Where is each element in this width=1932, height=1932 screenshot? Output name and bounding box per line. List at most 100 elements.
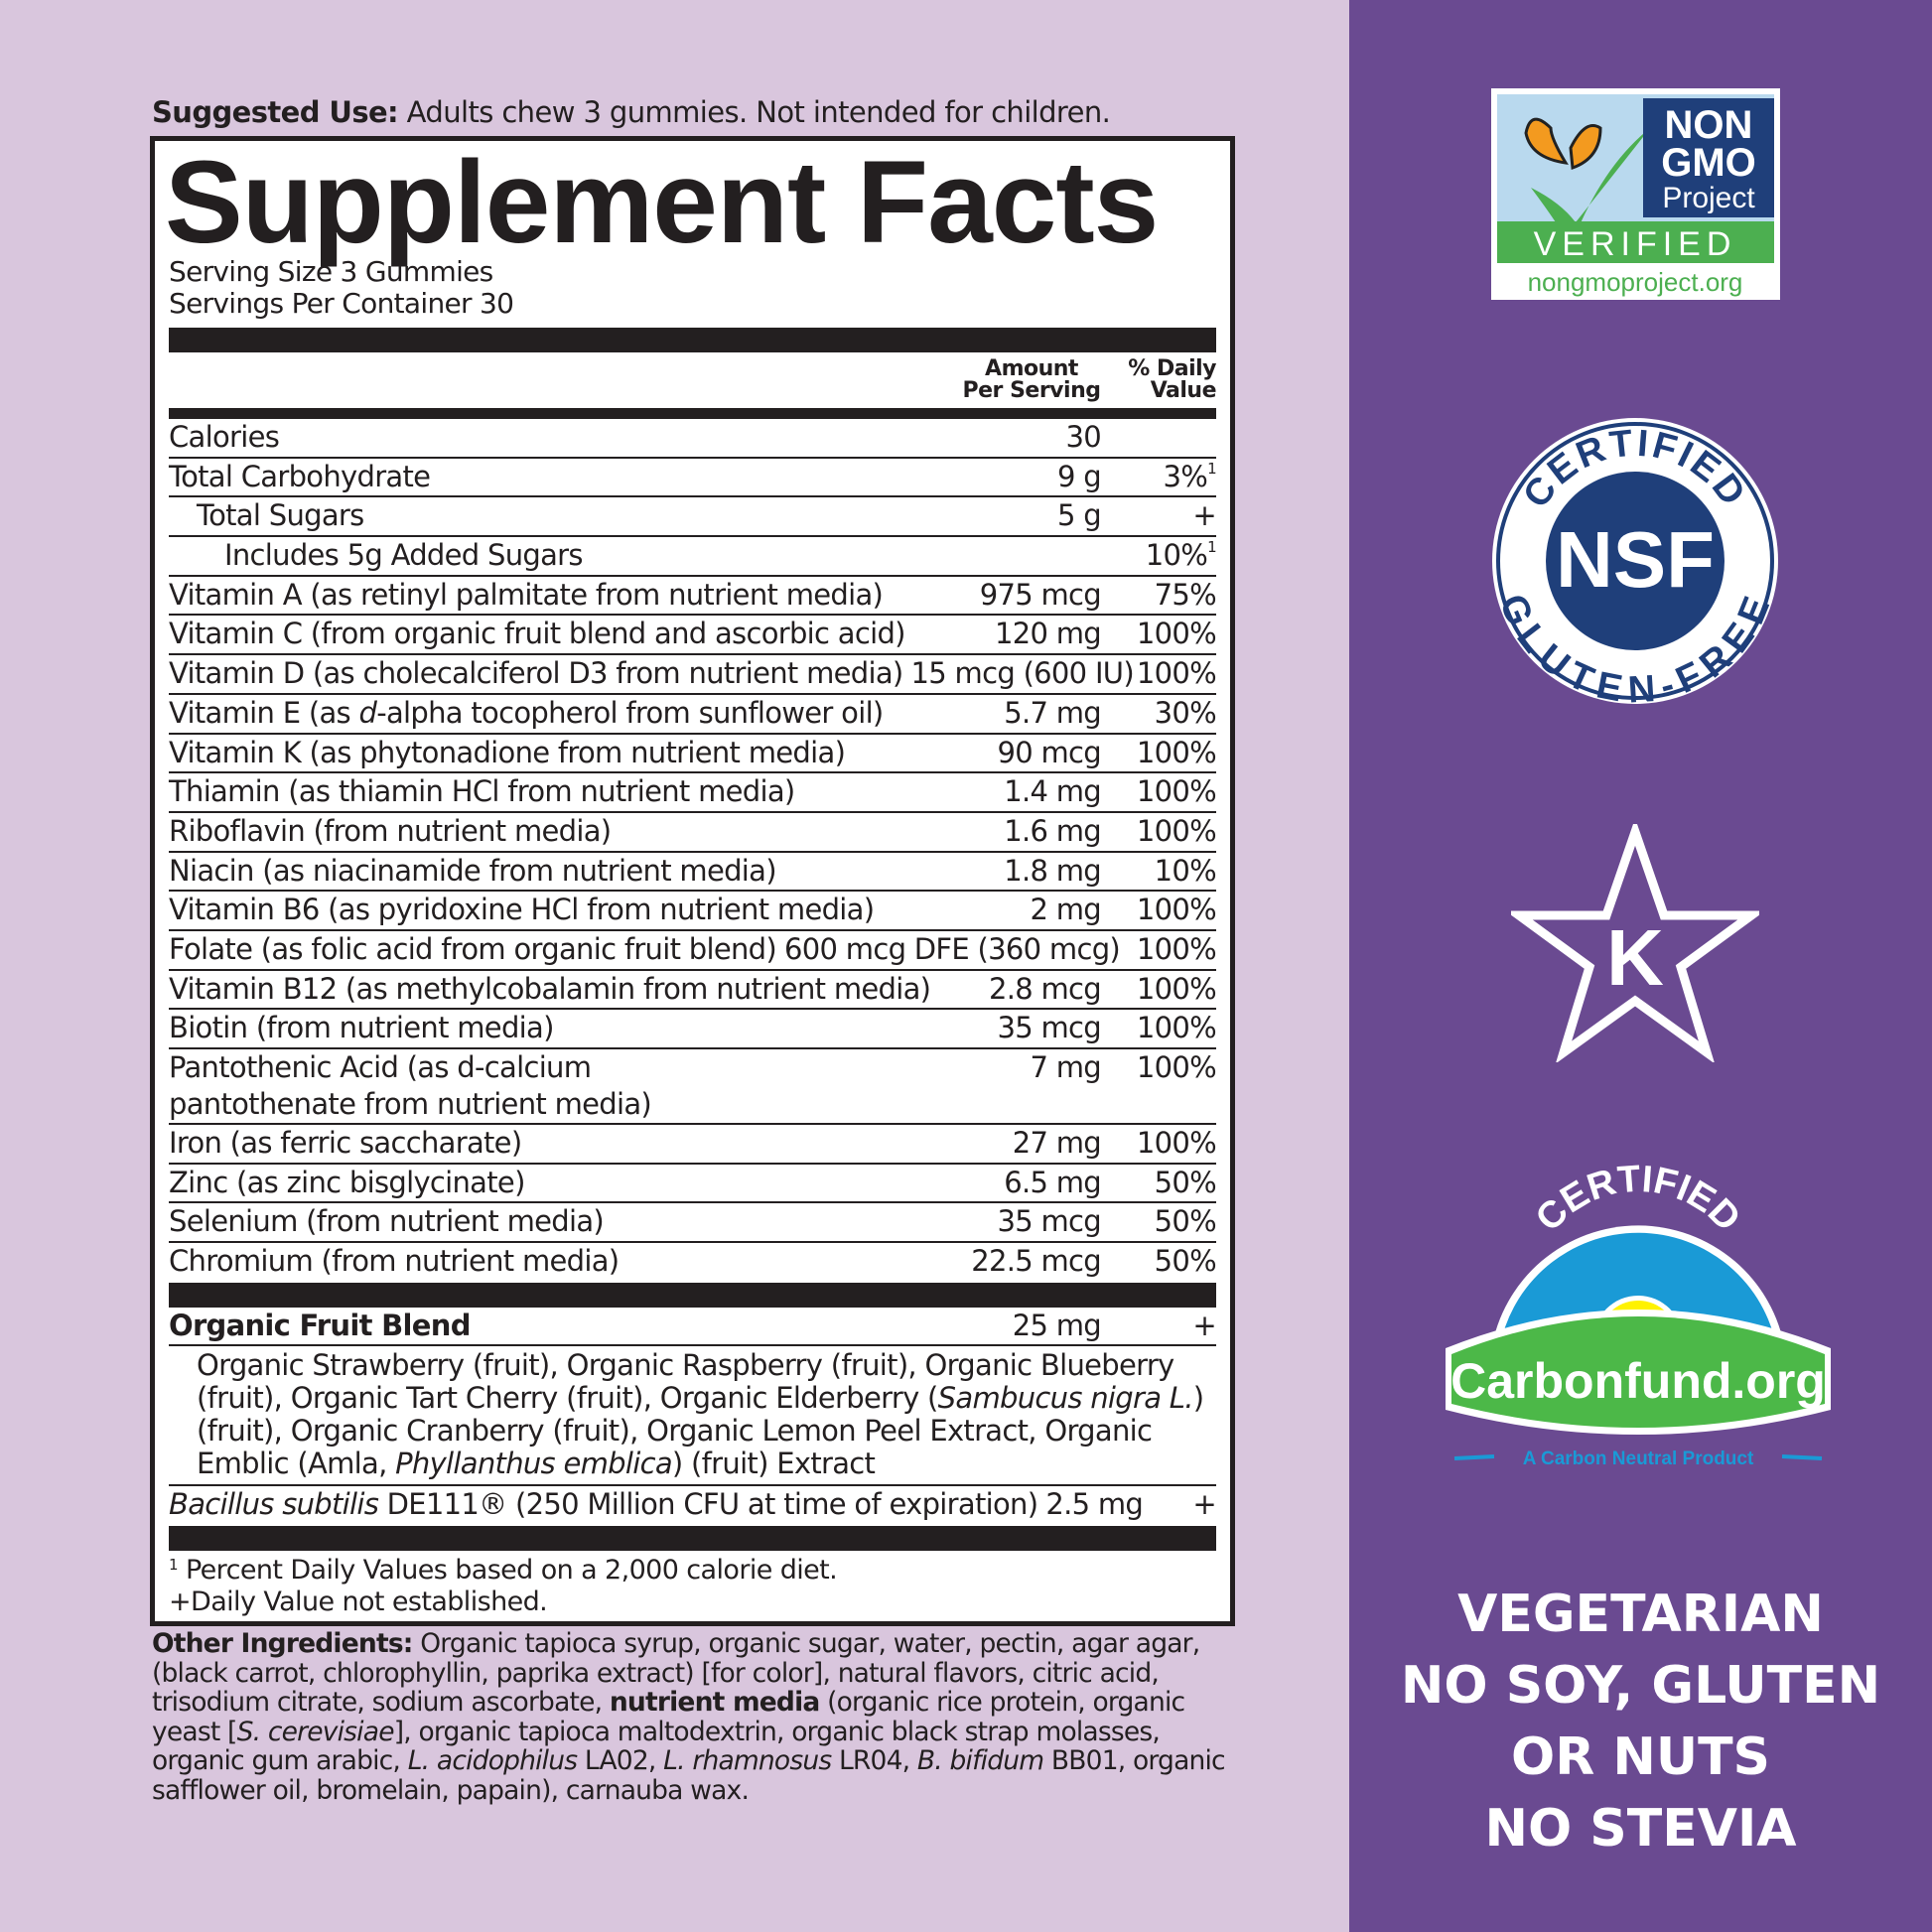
text-run: d xyxy=(358,695,377,730)
text-run: BB01, organic safflower oil, bromelain, … xyxy=(152,1745,1226,1806)
kosher-letter: K xyxy=(1606,913,1664,1002)
divider-thick xyxy=(169,1526,1216,1552)
nutrient-name: Vitamin B6 (as pyridoxine HCl from nutri… xyxy=(169,892,1022,928)
text-run: ) (fruit), Organic Cranberry (fruit), Or… xyxy=(197,1381,1204,1481)
nutrient-name: Vitamin E (as d-alpha tocopherol from su… xyxy=(169,695,996,732)
facts-title: Supplement Facts xyxy=(165,137,1159,268)
nutrient-name: Vitamin C (from organic fruit blend and … xyxy=(169,616,987,652)
text-run: ], organic tapioca maltodextrin, organic… xyxy=(152,1716,1161,1776)
nongmo-line1: NON xyxy=(1665,103,1753,147)
text-run: L. acidophilus xyxy=(407,1745,578,1776)
carbonfund-badge: CERTIFIED Carbonfund.org A Carbon Neutra… xyxy=(1446,1162,1831,1469)
divider-thick xyxy=(169,1282,1216,1308)
nutrient-amount: 15 mcg (600 IU) xyxy=(910,656,1135,691)
nutrient-name: Biotin (from nutrient media) xyxy=(169,1010,989,1046)
text-run: Niacin (as niacinamide from nutrient med… xyxy=(169,853,777,888)
product-claims: VEGETARIAN NO SOY, GLUTEN OR NUTS NO STE… xyxy=(1349,1579,1932,1864)
nutrient-dv: 50% xyxy=(1154,1204,1217,1239)
nutrient-amount: 1.4 mg xyxy=(1004,774,1101,809)
blend-amount: 25 mg xyxy=(1012,1308,1102,1342)
nutrient-dv: 10% xyxy=(1154,853,1217,888)
nutrient-name: Includes 5g Added Sugars xyxy=(169,537,1093,574)
probiotic-row: Bacillus subtilis DE111® (250 Million CF… xyxy=(169,1486,1217,1526)
nutrient-name: Thiamin (as thiamin HCl from nutrient me… xyxy=(169,773,996,810)
dv-header: % Daily Value xyxy=(1128,356,1216,403)
probiotic-amount: 2.5 mg xyxy=(1045,1487,1144,1522)
nutrient-dv: 75% xyxy=(1154,577,1217,612)
text-run: DE111® (250 Million CFU at time of expir… xyxy=(378,1487,1038,1522)
nutrient-amount: 27 mg xyxy=(1012,1126,1102,1160)
nongmo-url: nongmoproject.org xyxy=(1528,267,1743,297)
footnote-mark: 1 xyxy=(1207,538,1217,557)
nutrient-name: Selenium (from nutrient media) xyxy=(169,1203,989,1240)
nutrient-dv: 100% xyxy=(1136,1126,1217,1160)
divider-medium xyxy=(169,408,1216,419)
nutrient-row: Total Carbohydrate 9 g 3%1 xyxy=(169,459,1217,498)
amount-header: Amount Per Serving xyxy=(962,356,1101,403)
nutrient-amount: 1.8 mg xyxy=(1004,853,1101,888)
carbonfund-tagline: A Carbon Neutral Product xyxy=(1523,1449,1754,1469)
nutrient-amount: 120 mg xyxy=(994,617,1102,651)
text-run: S. cerevisiae xyxy=(236,1716,395,1747)
text-run: Sambucus nigra L. xyxy=(937,1381,1194,1416)
claim-or-nuts: OR NUTS xyxy=(1510,1727,1770,1787)
nutrient-row: Vitamin A (as retinyl palmitate from nut… xyxy=(169,577,1217,617)
text-run: (organic rice protein, organic yeast [ xyxy=(152,1687,1185,1747)
butterfly-icon xyxy=(1524,117,1602,171)
text-run: Zinc (as zinc bisglycinate) xyxy=(169,1165,525,1199)
kosher-star-icon: K xyxy=(1511,824,1759,1062)
non-gmo-project-badge: NON GMO Project VERIFIED nongmoproject.o… xyxy=(1491,88,1780,300)
left-panel: Suggested Use: Adults chew 3 gummies. No… xyxy=(0,0,1349,1932)
nutrient-amount: 35 mcg xyxy=(997,1011,1101,1045)
nutrient-row: Selenium (from nutrient media) 35 mcg 50% xyxy=(169,1203,1217,1244)
other-ingredients-label: Other Ingredients: xyxy=(152,1628,413,1659)
blend-dv: + xyxy=(1192,1308,1216,1342)
nutrient-amount: 30 xyxy=(1065,420,1101,454)
text-run: Total Carbohydrate xyxy=(169,459,431,493)
probiotic-name: Bacillus subtilis DE111® (250 Million CF… xyxy=(169,1486,1038,1523)
nutrient-row: Biotin (from nutrient media) 35 mcg 100% xyxy=(169,1010,1217,1049)
suggested-use-label: Suggested Use: xyxy=(152,95,399,129)
claim-no-soy-gluten: NO SOY, GLUTEN xyxy=(1400,1656,1881,1716)
nutrient-row: Iron (as ferric saccharate) 27 mg 100% xyxy=(169,1125,1217,1165)
text-run: LR04, xyxy=(831,1745,917,1776)
nutrient-amount: 5.7 mg xyxy=(1004,695,1101,730)
nutrient-dv: 100% xyxy=(1136,813,1217,848)
text-run: Includes 5g Added Sugars xyxy=(224,538,583,573)
nsf-logo-text: NSF xyxy=(1556,515,1715,604)
text-run: Phyllanthus emblica xyxy=(395,1447,672,1481)
claim-vegetarian: VEGETARIAN xyxy=(1457,1585,1824,1644)
nutrient-rows: Calories 30 Total Carbohydrate 9 g 3%1 Total … xyxy=(169,419,1217,1283)
nutrient-name: Vitamin A (as retinyl palmitate from nut… xyxy=(169,577,972,614)
text-run: Organic Strawberry (fruit), Organic Rasp… xyxy=(197,1348,1174,1416)
nutrient-row: Pantothenic Acid (as d-calcium pantothen… xyxy=(169,1049,1217,1125)
text-run: Vitamin A (as retinyl palmitate from nut… xyxy=(169,577,884,612)
nutrient-row: Vitamin K (as phytonadione from nutrient… xyxy=(169,735,1217,774)
other-ingredients-text: Organic tapioca syrup, organic sugar, wa… xyxy=(152,1628,1226,1806)
nutrient-name: Folate (as folic acid from organic fruit… xyxy=(169,931,777,968)
divider-thick xyxy=(169,328,1216,352)
text-run: Vitamin C (from organic fruit blend and … xyxy=(169,617,905,651)
footnote-2: +Daily Value not established. xyxy=(169,1587,548,1618)
text-run: -alpha tocopherol from sunflower oil) xyxy=(376,695,884,730)
nutrient-name: Riboflavin (from nutrient media) xyxy=(169,813,996,850)
probiotic-dv: + xyxy=(1192,1487,1216,1522)
nongmo-line3: Project xyxy=(1662,182,1755,214)
nutrient-amount: 7 mg xyxy=(1030,1050,1101,1084)
text-run: Vitamin B12 (as methylcobalamin from nut… xyxy=(169,971,931,1006)
servings-per-container: Servings Per Container 30 xyxy=(169,287,514,320)
text-run: Vitamin K (as phytonadione from nutrient… xyxy=(169,735,846,769)
right-panel xyxy=(1349,0,1932,1932)
nongmo-line2: GMO xyxy=(1661,141,1756,185)
nutrient-row: Vitamin E (as d-alpha tocopherol from su… xyxy=(169,695,1217,735)
nutrient-dv: 50% xyxy=(1154,1244,1217,1279)
other-ingredients: Other Ingredients: Organic tapioca syrup… xyxy=(152,1629,1244,1805)
nutrient-amount: 6.5 mg xyxy=(1004,1165,1101,1199)
nutrient-amount: 9 g xyxy=(1057,459,1102,493)
text-run: LA02, xyxy=(577,1745,664,1776)
nutrient-row: Vitamin B12 (as methylcobalamin from nut… xyxy=(169,971,1217,1011)
nutrient-dv: 100% xyxy=(1136,931,1217,966)
nutrient-row: Zinc (as zinc bisglycinate) 6.5 mg 50% xyxy=(169,1165,1217,1204)
text-run: L. rhamnosus xyxy=(663,1745,832,1776)
text-run: Pantothenic Acid (as d-calcium pantothen… xyxy=(169,1050,652,1121)
